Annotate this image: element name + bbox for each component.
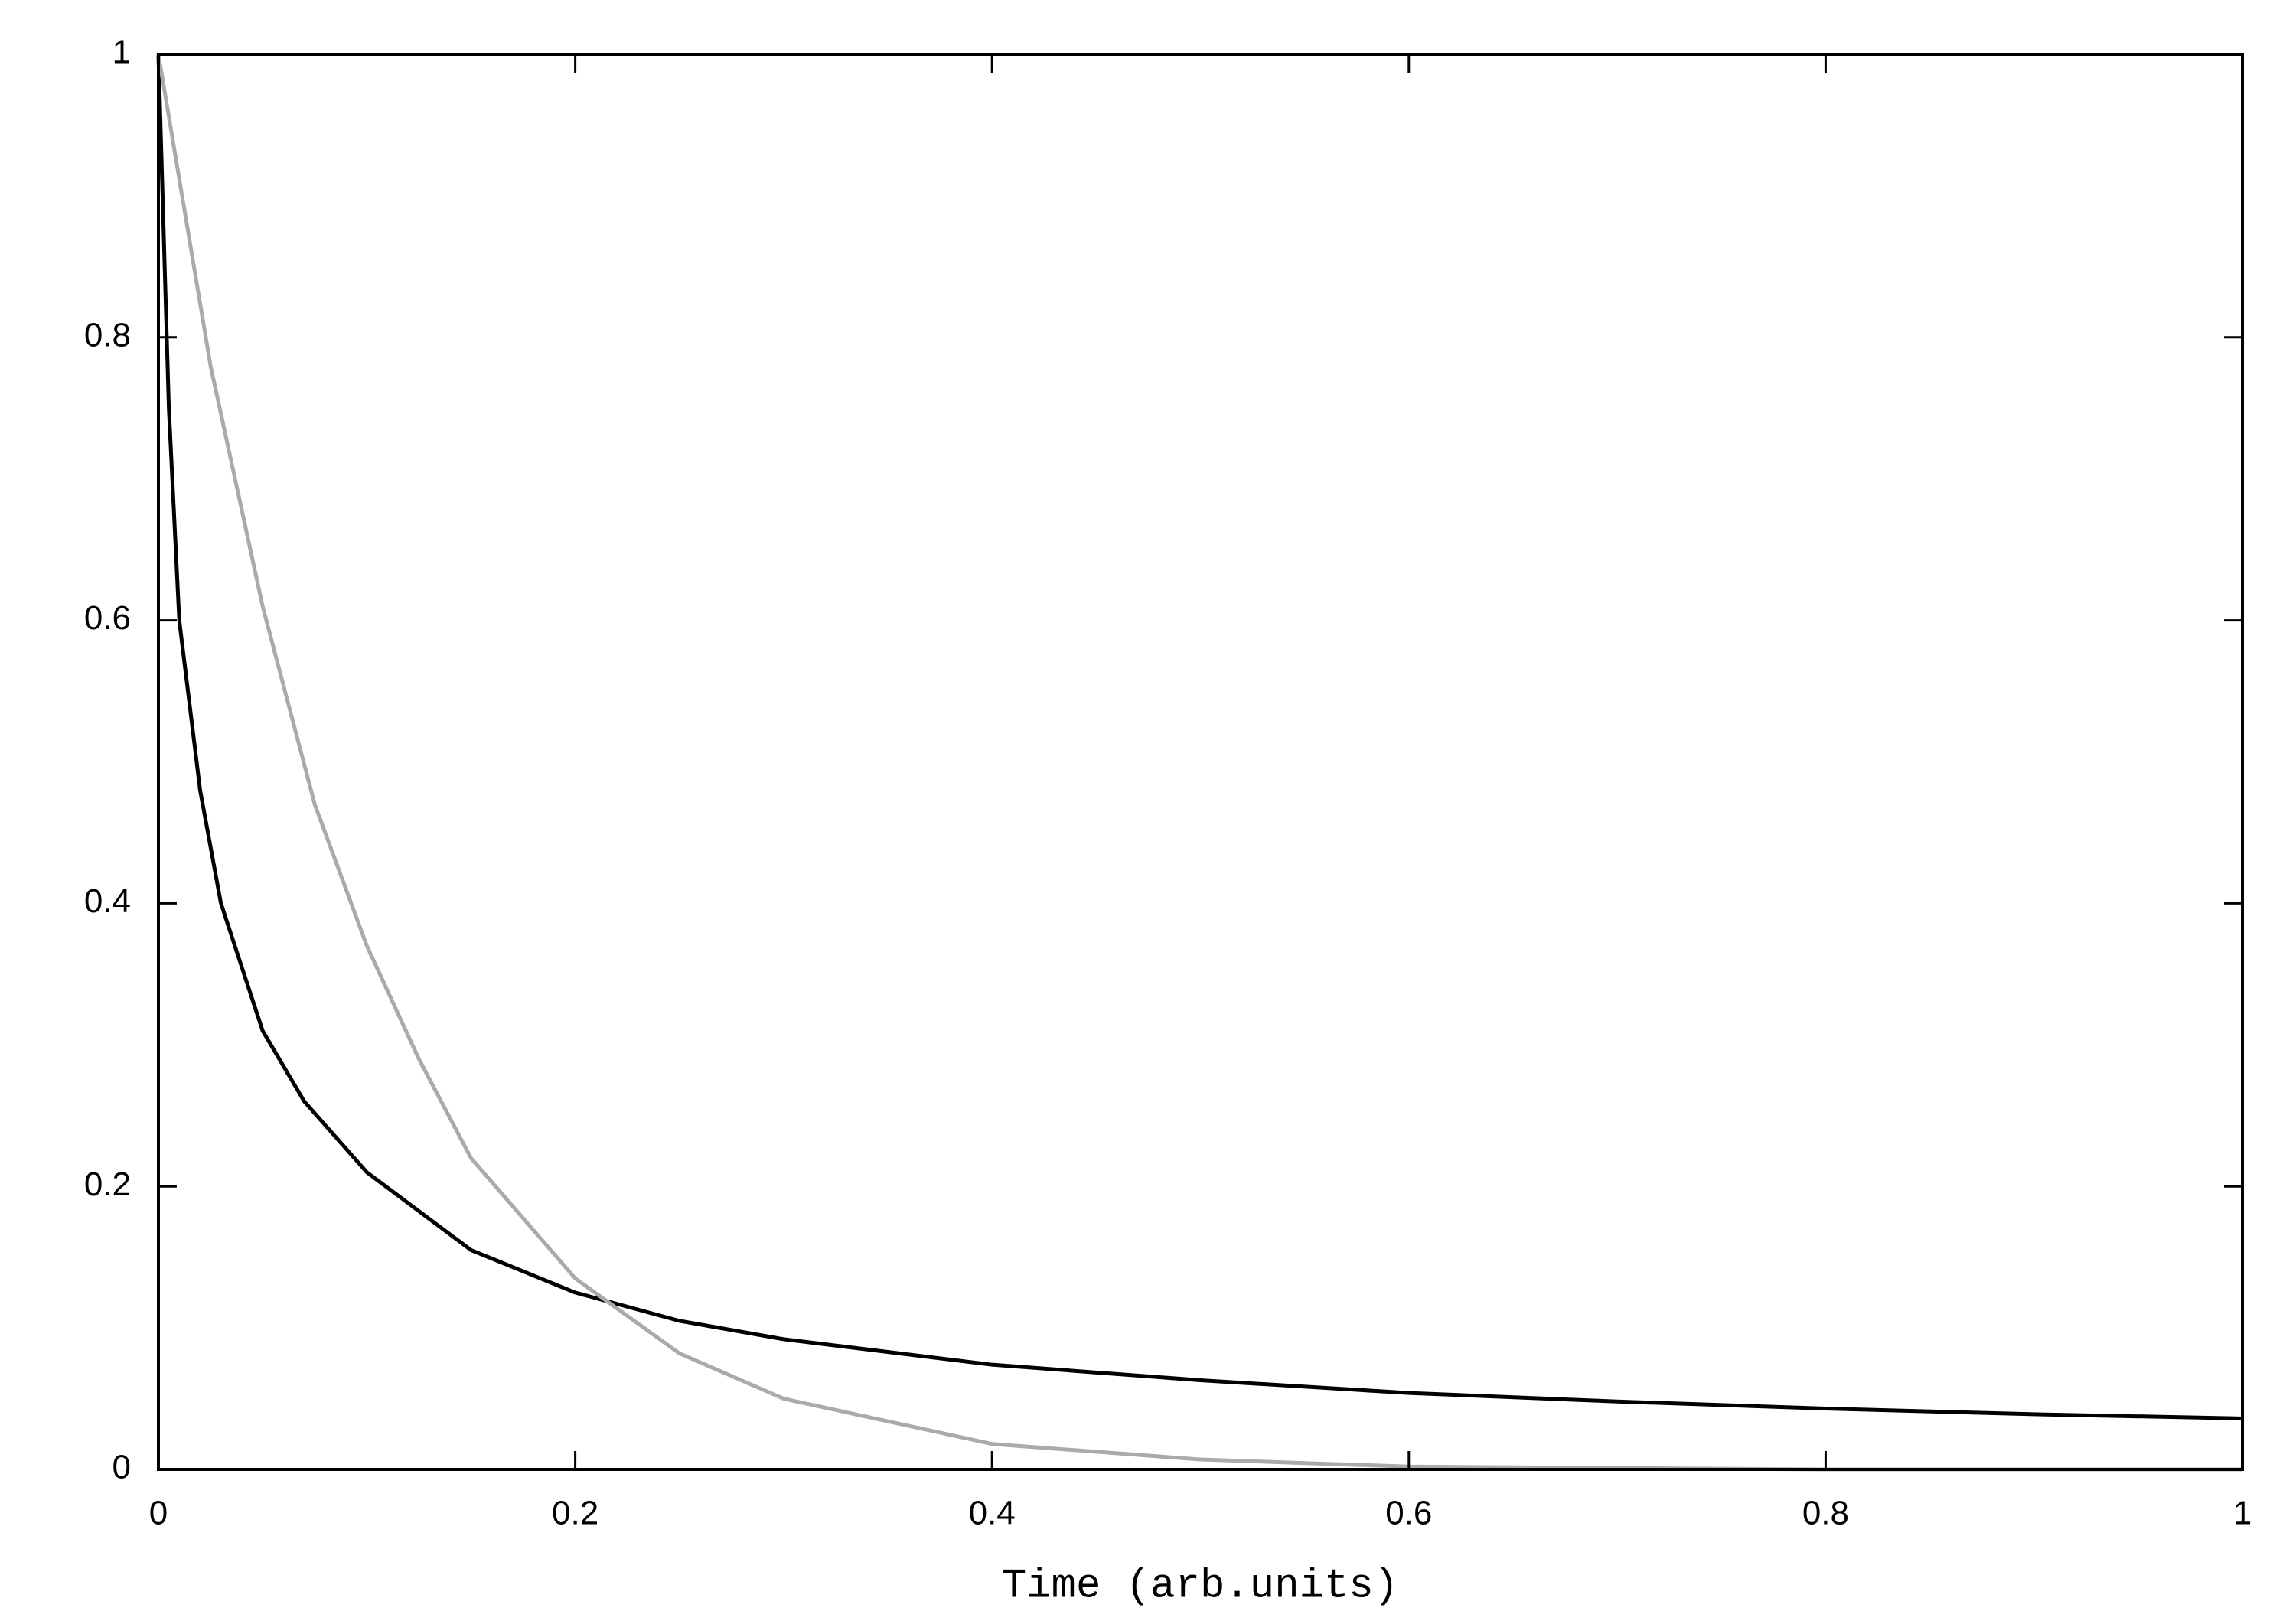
x-tick-label: 0.2	[552, 1495, 598, 1532]
y-tick-label: 0.8	[84, 316, 131, 354]
x-tick-label: 0.6	[1385, 1495, 1432, 1532]
line-series	[156, 54, 2243, 1420]
y-tick-label: 0.4	[84, 882, 131, 920]
x-tick-label: 1	[2233, 1495, 2252, 1532]
y-tick-label: 0	[113, 1449, 131, 1486]
x-axis-label: Time (arb.units)	[1002, 1563, 1398, 1607]
line-series	[156, 54, 2242, 1472]
plot-frame	[157, 53, 2244, 1471]
x-tick-label: 0.8	[1802, 1495, 1849, 1532]
y-tick-label: 0.2	[84, 1166, 131, 1203]
y-tick-label: 0.6	[84, 599, 131, 637]
x-tick-label: 0.4	[969, 1495, 1016, 1532]
x-tick-label: 0	[149, 1495, 168, 1532]
y-tick-label: 1	[113, 34, 131, 71]
